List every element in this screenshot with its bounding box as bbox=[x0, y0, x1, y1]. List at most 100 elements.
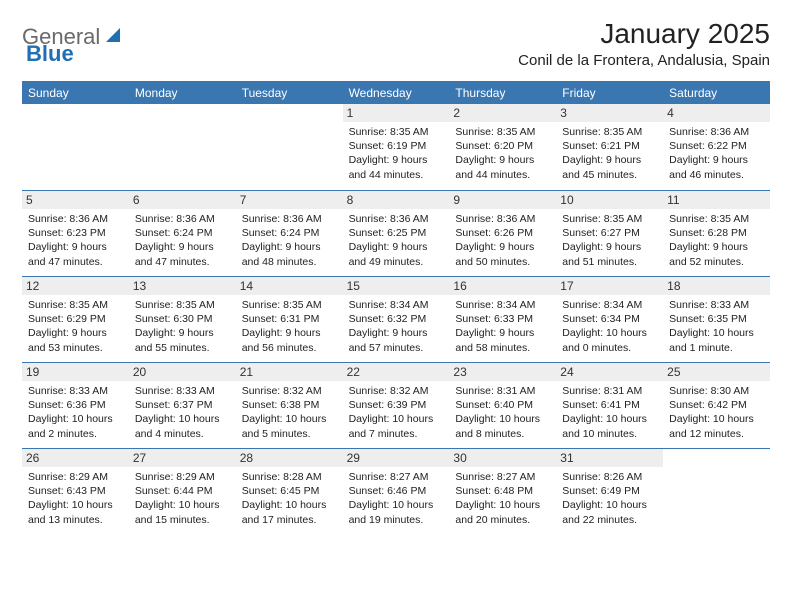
day-cell: 15Sunrise: 8:34 AMSunset: 6:32 PMDayligh… bbox=[343, 276, 450, 362]
dayhead-thursday: Thursday bbox=[449, 82, 556, 104]
day-cell: 6 Sunrise: 8:36 AMSunset: 6:24 PMDaylight… bbox=[129, 190, 236, 276]
day-cell: 11 Sunrise: 8:35 AMSunset: 6:28 PMDayligh… bbox=[663, 190, 770, 276]
day-number: 4 bbox=[663, 104, 770, 122]
day-number: 13 bbox=[129, 277, 236, 295]
title-block: January 2025 Conil de la Frontera, Andal… bbox=[518, 18, 770, 69]
day-number: 14 bbox=[236, 277, 343, 295]
day-cell: 10 Sunrise: 8:35 AMSunset: 6:27 PMDayligh… bbox=[556, 190, 663, 276]
day-details: Sunrise: 8:35 AMSunset: 6:30 PMDaylight:… bbox=[135, 298, 230, 355]
day-cell: 25Sunrise: 8:30 AMSunset: 6:42 PMDayligh… bbox=[663, 362, 770, 448]
day-number: 22 bbox=[343, 363, 450, 381]
day-number: 15 bbox=[343, 277, 450, 295]
dayhead-wednesday: Wednesday bbox=[343, 82, 450, 104]
brand-part2: Blue bbox=[26, 41, 74, 66]
day-number: 10 bbox=[556, 191, 663, 209]
calendar-grid: SundayMondayTuesdayWednesdayThursdayFrid… bbox=[22, 81, 770, 534]
day-number: 11 bbox=[663, 191, 770, 209]
dayhead-friday: Friday bbox=[556, 82, 663, 104]
day-details: Sunrise: 8:33 AMSunset: 6:35 PMDaylight:… bbox=[669, 298, 764, 355]
day-details: Sunrise: 8:29 AMSunset: 6:43 PMDaylight:… bbox=[28, 470, 123, 527]
empty-cell bbox=[22, 104, 129, 190]
day-cell: 24Sunrise: 8:31 AMSunset: 6:41 PMDayligh… bbox=[556, 362, 663, 448]
day-number: 7 bbox=[236, 191, 343, 209]
empty-cell bbox=[663, 448, 770, 534]
day-cell: 4 Sunrise: 8:36 AMSunset: 6:22 PMDaylight… bbox=[663, 104, 770, 190]
empty-cell bbox=[236, 104, 343, 190]
day-details: Sunrise: 8:35 AMSunset: 6:19 PMDaylight:… bbox=[349, 125, 444, 182]
day-details: Sunrise: 8:34 AMSunset: 6:33 PMDaylight:… bbox=[455, 298, 550, 355]
day-details: Sunrise: 8:36 AMSunset: 6:24 PMDaylight:… bbox=[242, 212, 337, 269]
day-cell: 7 Sunrise: 8:36 AMSunset: 6:24 PMDaylight… bbox=[236, 190, 343, 276]
day-details: Sunrise: 8:33 AMSunset: 6:36 PMDaylight:… bbox=[28, 384, 123, 441]
day-details: Sunrise: 8:35 AMSunset: 6:29 PMDaylight:… bbox=[28, 298, 123, 355]
day-number: 6 bbox=[129, 191, 236, 209]
day-details: Sunrise: 8:32 AMSunset: 6:39 PMDaylight:… bbox=[349, 384, 444, 441]
triangle-icon bbox=[106, 28, 120, 42]
day-cell: 22 Sunrise: 8:32 AMSunset: 6:39 PMDayligh… bbox=[343, 362, 450, 448]
day-details: Sunrise: 8:29 AMSunset: 6:44 PMDaylight:… bbox=[135, 470, 230, 527]
day-details: Sunrise: 8:36 AMSunset: 6:25 PMDaylight:… bbox=[349, 212, 444, 269]
day-number: 12 bbox=[22, 277, 129, 295]
day-cell: 12 Sunrise: 8:35 AMSunset: 6:29 PMDayligh… bbox=[22, 276, 129, 362]
day-details: Sunrise: 8:32 AMSunset: 6:38 PMDaylight:… bbox=[242, 384, 337, 441]
day-details: Sunrise: 8:26 AMSunset: 6:49 PMDaylight:… bbox=[562, 470, 657, 527]
day-cell: 31 Sunrise: 8:26 AMSunset: 6:49 PMDayligh… bbox=[556, 448, 663, 534]
day-cell: 21 Sunrise: 8:32 AMSunset: 6:38 PMDayligh… bbox=[236, 362, 343, 448]
day-details: Sunrise: 8:36 AMSunset: 6:22 PMDaylight:… bbox=[669, 125, 764, 182]
day-number: 1 bbox=[343, 104, 450, 122]
day-details: Sunrise: 8:35 AMSunset: 6:27 PMDaylight:… bbox=[562, 212, 657, 269]
day-details: Sunrise: 8:28 AMSunset: 6:45 PMDaylight:… bbox=[242, 470, 337, 527]
dayhead-saturday: Saturday bbox=[663, 82, 770, 104]
day-cell: 17 Sunrise: 8:34 AMSunset: 6:34 PMDayligh… bbox=[556, 276, 663, 362]
dayhead-monday: Monday bbox=[129, 82, 236, 104]
day-cell: 9 Sunrise: 8:36 AMSunset: 6:26 PMDaylight… bbox=[449, 190, 556, 276]
day-cell: 16 Sunrise: 8:34 AMSunset: 6:33 PMDayligh… bbox=[449, 276, 556, 362]
day-details: Sunrise: 8:36 AMSunset: 6:24 PMDaylight:… bbox=[135, 212, 230, 269]
day-number: 8 bbox=[343, 191, 450, 209]
day-cell: 26 Sunrise: 8:29 AMSunset: 6:43 PMDayligh… bbox=[22, 448, 129, 534]
day-number: 23 bbox=[449, 363, 556, 381]
day-details: Sunrise: 8:27 AMSunset: 6:46 PMDaylight:… bbox=[349, 470, 444, 527]
day-number: 25 bbox=[663, 363, 770, 381]
day-cell: 30 Sunrise: 8:27 AMSunset: 6:48 PMDayligh… bbox=[449, 448, 556, 534]
day-number: 31 bbox=[556, 449, 663, 467]
day-cell: 23 Sunrise: 8:31 AMSunset: 6:40 PMDayligh… bbox=[449, 362, 556, 448]
day-number: 19 bbox=[22, 363, 129, 381]
day-details: Sunrise: 8:35 AMSunset: 6:28 PMDaylight:… bbox=[669, 212, 764, 269]
location: Conil de la Frontera, Andalusia, Spain bbox=[518, 52, 770, 69]
day-number: 21 bbox=[236, 363, 343, 381]
day-details: Sunrise: 8:36 AMSunset: 6:23 PMDaylight:… bbox=[28, 212, 123, 269]
day-cell: 20 Sunrise: 8:33 AMSunset: 6:37 PMDayligh… bbox=[129, 362, 236, 448]
day-cell: 13 Sunrise: 8:35 AMSunset: 6:30 PMDayligh… bbox=[129, 276, 236, 362]
day-number: 2 bbox=[449, 104, 556, 122]
day-cell: 14 Sunrise: 8:35 AMSunset: 6:31 PMDayligh… bbox=[236, 276, 343, 362]
day-details: Sunrise: 8:36 AMSunset: 6:26 PMDaylight:… bbox=[455, 212, 550, 269]
day-cell: 2 Sunrise: 8:35 AMSunset: 6:20 PMDaylight… bbox=[449, 104, 556, 190]
day-details: Sunrise: 8:34 AMSunset: 6:34 PMDaylight:… bbox=[562, 298, 657, 355]
day-number: 9 bbox=[449, 191, 556, 209]
day-number: 5 bbox=[22, 191, 129, 209]
day-cell: 8 Sunrise: 8:36 AMSunset: 6:25 PMDaylight… bbox=[343, 190, 450, 276]
day-details: Sunrise: 8:35 AMSunset: 6:31 PMDaylight:… bbox=[242, 298, 337, 355]
day-number: 3 bbox=[556, 104, 663, 122]
dayhead-sunday: Sunday bbox=[22, 82, 129, 104]
day-number: 30 bbox=[449, 449, 556, 467]
day-number: 17 bbox=[556, 277, 663, 295]
day-number: 28 bbox=[236, 449, 343, 467]
day-cell: 29 Sunrise: 8:27 AMSunset: 6:46 PMDayligh… bbox=[343, 448, 450, 534]
day-cell: 19 Sunrise: 8:33 AMSunset: 6:36 PMDayligh… bbox=[22, 362, 129, 448]
day-details: Sunrise: 8:31 AMSunset: 6:41 PMDaylight:… bbox=[562, 384, 657, 441]
day-number: 26 bbox=[22, 449, 129, 467]
day-number: 20 bbox=[129, 363, 236, 381]
day-details: Sunrise: 8:33 AMSunset: 6:37 PMDaylight:… bbox=[135, 384, 230, 441]
dayhead-tuesday: Tuesday bbox=[236, 82, 343, 104]
day-details: Sunrise: 8:35 AMSunset: 6:20 PMDaylight:… bbox=[455, 125, 550, 182]
day-details: Sunrise: 8:27 AMSunset: 6:48 PMDaylight:… bbox=[455, 470, 550, 527]
day-number: 16 bbox=[449, 277, 556, 295]
day-details: Sunrise: 8:31 AMSunset: 6:40 PMDaylight:… bbox=[455, 384, 550, 441]
day-cell: 27Sunrise: 8:29 AMSunset: 6:44 PMDayligh… bbox=[129, 448, 236, 534]
day-cell: 18Sunrise: 8:33 AMSunset: 6:35 PMDayligh… bbox=[663, 276, 770, 362]
day-cell: 5 Sunrise: 8:36 AMSunset: 6:23 PMDaylight… bbox=[22, 190, 129, 276]
empty-cell bbox=[129, 104, 236, 190]
day-number: 29 bbox=[343, 449, 450, 467]
